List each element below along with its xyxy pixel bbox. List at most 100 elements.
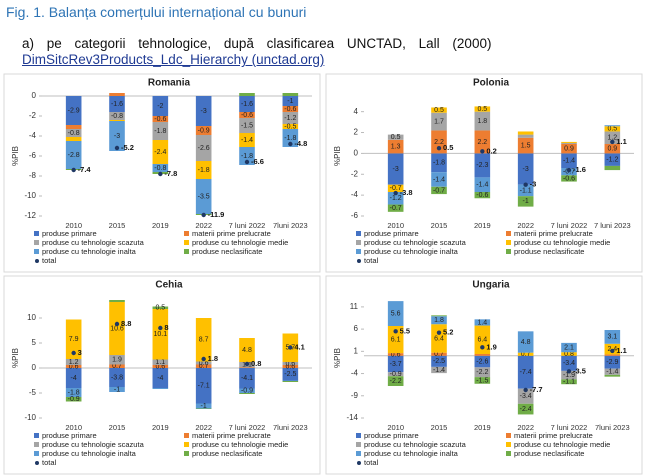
bar-segment [152,365,169,368]
total-label: -6.6 [251,157,264,166]
total-dot [610,139,615,145]
x-tick-label: 2010 [387,423,404,432]
legend-label: materii prime prelucrate [192,229,271,238]
bar-segment [431,107,447,113]
total-label: 0.2 [486,146,496,155]
chart-title: Romania [148,78,191,89]
legend-label: materii prime prelucrate [514,431,593,440]
legend-label: total [42,458,57,467]
value-label: -7.4 [520,369,532,376]
value-label: -2.4 [520,406,532,413]
value-label: -1.9 [563,372,575,379]
value-label: 0.9 [607,146,617,153]
value-label: -2.3 [476,162,488,169]
value-label: -0.6 [241,112,253,119]
bar-segment [65,388,82,397]
bar-segment [604,355,621,369]
y-tick-label: 1 [354,346,359,355]
bar-segment [282,381,299,382]
x-tick-label: 2015 [109,423,126,432]
value-label: -1 [114,386,120,393]
x-tick-label: 2015 [109,221,126,230]
y-tick-label: 4 [354,107,359,116]
value-label: -0.9 [390,371,402,378]
value-label: -2.2 [390,378,402,385]
legend-label: produse neclasificate [192,247,262,256]
bar-segment [65,359,82,365]
value-label: -2.6 [476,358,488,365]
bar-segment [474,153,491,178]
legend-label: produse cu tehnologie medie [514,238,610,247]
legend-marker [357,259,361,263]
bar-segment [152,140,169,164]
value-label: -1.1 [563,379,575,386]
value-label: 8.7 [199,337,209,344]
source-link[interactable]: DimSitcRev3Products_Ldc_Hierarchy (uncta… [22,52,325,67]
bar-segment [604,374,621,377]
bar-segment [65,368,82,388]
bar-segment [604,153,621,166]
value-label: -3.5 [198,193,210,200]
legend-marker [356,240,361,245]
value-label: 0.6 [199,360,209,367]
x-tick-label: 2022 [517,221,534,230]
bar-segment [239,112,255,118]
bar-segment [517,153,534,185]
value-label: 2.2 [434,139,444,146]
legend-label: materii prime prelucrate [192,431,271,440]
value-label: 1.7 [434,118,444,125]
x-tick-label: 7luni 2023 [273,423,308,432]
bar-segment [387,353,404,356]
value-label: -1.2 [606,156,618,163]
total-dot [566,369,572,374]
value-label: 0.9 [564,146,574,153]
bar-segment [195,318,212,362]
total-label: 8 [164,323,168,332]
value-label: -3 [114,133,120,140]
total-dot [393,190,398,196]
value-label: -1.6 [111,101,123,108]
bar-segment [387,192,404,205]
value-label: 0.6 [391,351,401,358]
value-label: 1.9 [112,357,122,364]
bar-segment [431,130,447,154]
bar-segment [152,164,169,172]
bar-segment [195,403,212,409]
y-tick-label: -14 [346,413,358,422]
bar-segment [387,355,404,373]
legend-marker [184,442,189,447]
legend-marker [34,451,39,456]
bar-segment [474,192,491,199]
value-label: 1.8 [434,317,444,324]
bar-segment [561,142,577,144]
y-tick-label: -4 [351,369,359,378]
bar-segment [109,387,125,392]
bar-segment [431,316,447,325]
bar-segment [474,325,491,354]
x-tick-label: 2022 [517,423,534,432]
legend-marker [34,433,39,438]
bar-segment [517,131,534,135]
value-label: 3.1 [607,334,617,341]
bar-segment [65,365,82,368]
value-label: -1 [287,98,293,105]
legend-label: produse neclasificate [514,247,584,256]
bar-segment [109,368,125,387]
legend-label: total [364,458,379,467]
y-tick-label: -2 [351,169,359,178]
bar-segment [282,106,299,112]
total-label: 5.5 [400,326,410,335]
legend-label: produse cu tehnologie inalta [42,449,137,458]
legend-marker [356,231,361,236]
legend-label: total [42,256,57,265]
value-label: 0.7 [434,351,444,358]
total-label: -3 [530,180,537,189]
x-tick-label: 7 luni 2022 [551,221,588,230]
bar-segment [109,112,125,120]
total-dot [480,149,485,154]
total-dot [201,212,206,218]
value-label: 4.8 [521,339,531,346]
bar-segment [239,147,255,165]
total-dot [158,171,163,177]
value-label: -1.5 [476,377,488,384]
